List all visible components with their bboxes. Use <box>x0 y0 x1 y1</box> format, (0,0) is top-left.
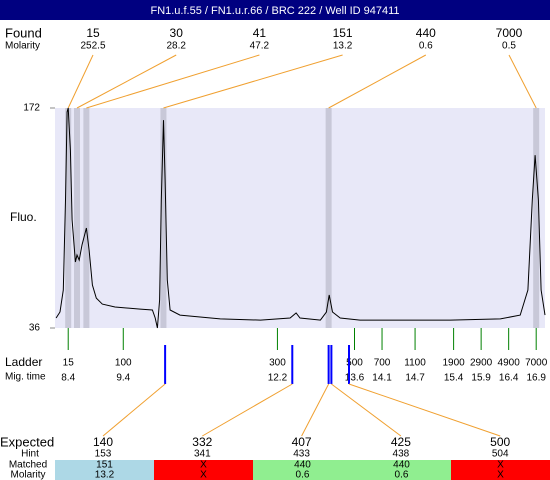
expected-size: 140 <box>93 435 113 449</box>
found-molarity-label: Molarity <box>5 41 40 52</box>
matched: X <box>497 460 504 471</box>
matched-molarity: X <box>497 470 504 480</box>
ladder-mig-time: 15.4 <box>444 373 464 384</box>
found-molarity: 0.6 <box>419 41 433 52</box>
expected-size: 407 <box>292 435 312 449</box>
match-cell <box>253 460 352 480</box>
ladder-mig-time: 12.2 <box>268 373 288 384</box>
hint: 438 <box>393 449 410 460</box>
expected-connector <box>348 383 501 437</box>
expected-connector <box>102 383 166 437</box>
found-size: 7000 <box>496 26 523 40</box>
ladder-size: 7000 <box>525 358 548 369</box>
match-cell <box>55 460 154 480</box>
expected-size: 500 <box>490 435 510 449</box>
found-molarity: 28.2 <box>166 41 186 52</box>
matched-label: Matched <box>9 460 47 471</box>
ladder-size: 500 <box>346 358 363 369</box>
peak-connector <box>67 54 94 109</box>
found-size: 440 <box>416 26 436 40</box>
ladder-size: 1900 <box>442 358 465 369</box>
title: FN1.u.f.55 / FN1.u.r.66 / BRC 222 / Well… <box>150 5 399 17</box>
matched: 151 <box>96 460 113 471</box>
peak-connector <box>86 54 260 109</box>
matched: 440 <box>294 460 311 471</box>
matched: 440 <box>393 460 410 471</box>
hint: 504 <box>492 449 509 460</box>
peak-connector <box>76 54 177 109</box>
hint-label: Hint <box>21 449 39 460</box>
expected-size: 332 <box>192 435 212 449</box>
ladder-size: 700 <box>374 358 391 369</box>
y-tick-label: 172 <box>23 103 40 114</box>
ladder-mig-time: 14.1 <box>372 373 392 384</box>
ladder-size: 1100 <box>404 358 426 369</box>
matched-molarity: 0.6 <box>395 470 409 480</box>
found-molarity: 252.5 <box>80 41 105 52</box>
found-label: Found <box>5 25 42 40</box>
ladder-label: Ladder <box>5 355 42 369</box>
plot-area <box>55 108 545 328</box>
match-cell <box>451 460 550 480</box>
match-cell <box>352 460 451 480</box>
peak-band <box>160 108 167 328</box>
matched-molarity: X <box>200 470 207 480</box>
matched-molarity: 13.2 <box>95 470 115 480</box>
expected-connector <box>331 383 402 437</box>
expected-connector <box>202 383 293 437</box>
hint: 153 <box>95 449 112 460</box>
hint: 433 <box>293 449 310 460</box>
ladder-mig-time: 16.4 <box>499 373 519 384</box>
peak-band <box>83 108 90 328</box>
ladder-mig-time: 13.6 <box>345 373 365 384</box>
peak-band <box>65 108 72 328</box>
ladder-size: 15 <box>63 358 75 369</box>
found-molarity: 47.2 <box>250 41 270 52</box>
ladder-size: 100 <box>115 358 132 369</box>
peak-connector <box>508 54 537 109</box>
found-molarity: 0.5 <box>502 41 516 52</box>
peak-connector <box>163 54 343 109</box>
peak-band <box>74 108 81 328</box>
matched: X <box>200 460 207 471</box>
matched-molarity: 0.6 <box>296 470 310 480</box>
trace <box>55 107 546 329</box>
molarity-label: Molarity <box>10 470 45 480</box>
found-size: 30 <box>170 26 184 40</box>
ladder-mig-time: 9.4 <box>116 373 130 384</box>
y-tick-label: 36 <box>29 323 41 334</box>
ladder-size: 2900 <box>470 358 493 369</box>
expected-size: 425 <box>391 435 411 449</box>
peak-connector <box>328 54 427 109</box>
ladder-mig-time: 15.9 <box>471 373 491 384</box>
mig-time-label: Mig. time <box>5 372 46 383</box>
found-size: 151 <box>333 26 353 40</box>
found-size: 15 <box>86 26 100 40</box>
peak-band <box>533 108 540 328</box>
y-axis-label: Fluo. <box>10 210 37 224</box>
header-bar <box>0 0 550 20</box>
found-size: 41 <box>253 26 267 40</box>
ladder-mig-time: 16.9 <box>526 373 546 384</box>
expected-connector <box>301 383 330 437</box>
peak-band <box>325 108 332 328</box>
ladder-mig-time: 14.7 <box>405 373 425 384</box>
match-cell <box>154 460 253 480</box>
ladder-mig-time: 8.4 <box>61 373 75 384</box>
ladder-size: 4900 <box>498 358 521 369</box>
found-molarity: 13.2 <box>333 41 353 52</box>
hint: 341 <box>194 449 211 460</box>
expected-label: Expected <box>0 434 54 449</box>
ladder-size: 300 <box>269 358 286 369</box>
